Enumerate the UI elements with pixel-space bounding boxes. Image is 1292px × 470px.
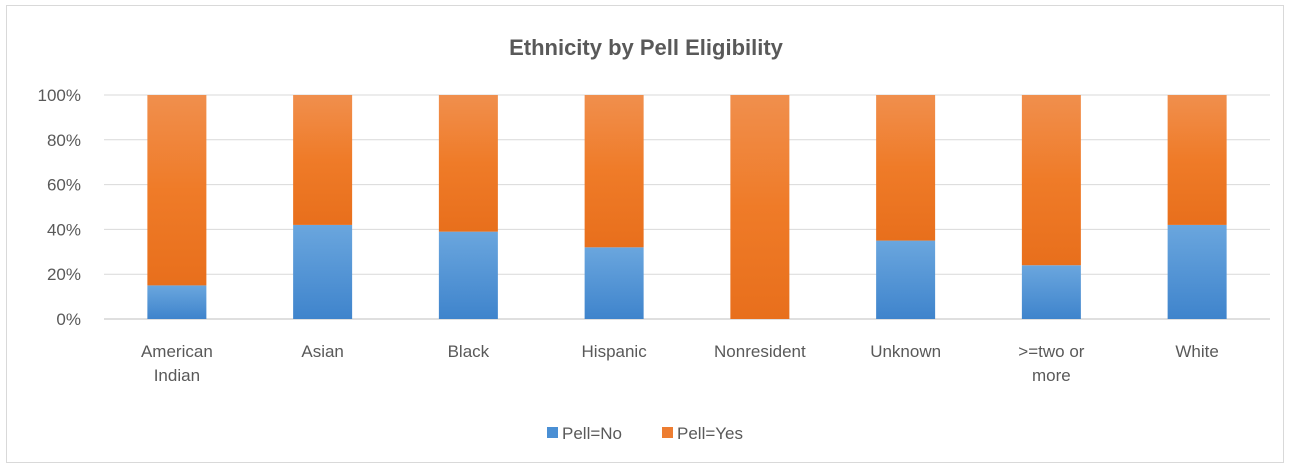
bar-pell-no bbox=[1021, 265, 1081, 319]
bar-pell-yes bbox=[438, 95, 498, 232]
legend-label: Pell=No bbox=[562, 424, 622, 443]
bar-pell-no bbox=[876, 240, 936, 319]
x-tick-label: Unknown bbox=[870, 342, 941, 361]
x-tick-label: Nonresident bbox=[714, 342, 806, 361]
bar-pell-yes bbox=[147, 95, 207, 286]
x-tick-label: more bbox=[1032, 366, 1071, 385]
x-tick-label: Indian bbox=[154, 366, 200, 385]
x-tick-label: Black bbox=[448, 342, 490, 361]
bar-pell-yes bbox=[293, 95, 353, 225]
bar-pell-no bbox=[584, 247, 644, 319]
y-tick-label: 100% bbox=[38, 86, 81, 105]
bars bbox=[147, 95, 1227, 319]
gridlines bbox=[104, 94, 1270, 320]
x-tick-label: Asian bbox=[301, 342, 344, 361]
chart-title: Ethnicity by Pell Eligibility bbox=[509, 35, 784, 60]
y-tick-label: 20% bbox=[47, 265, 81, 284]
bar-pell-yes bbox=[1167, 95, 1227, 225]
y-tick-label: 40% bbox=[47, 220, 81, 239]
y-tick-label: 80% bbox=[47, 131, 81, 150]
legend-swatch bbox=[547, 427, 558, 438]
y-tick-label: 60% bbox=[47, 176, 81, 195]
x-tick-label: White bbox=[1175, 342, 1218, 361]
bar-pell-yes bbox=[730, 95, 790, 319]
y-axis-ticks: 0% 20% 40% 60% 80% 100% bbox=[38, 86, 81, 329]
bar-pell-yes bbox=[584, 95, 644, 248]
bar-pell-no bbox=[293, 224, 353, 319]
bar-pell-yes bbox=[1021, 95, 1081, 266]
bar-pell-no bbox=[438, 231, 498, 319]
x-axis-labels: American Indian Asian Black Hispanic Nonresid… bbox=[141, 342, 1219, 385]
legend-swatch bbox=[662, 427, 673, 438]
bar-pell-yes bbox=[876, 95, 936, 241]
legend-label: Pell=Yes bbox=[677, 424, 743, 443]
stacked-bar-chart: Ethnicity by Pell Eligibility 0% 20% 40% 60… bbox=[38, 35, 1270, 443]
x-tick-label: >=two or bbox=[1018, 342, 1084, 361]
bar-pell-no bbox=[1167, 224, 1227, 319]
bar-pell-no bbox=[147, 285, 207, 319]
y-tick-label: 0% bbox=[56, 310, 81, 329]
chart-frame: Ethnicity by Pell Eligibility 0% 20% 40% 60… bbox=[6, 5, 1284, 463]
x-tick-label: Hispanic bbox=[582, 342, 648, 361]
x-tick-label: American bbox=[141, 342, 213, 361]
legend: Pell=No Pell=Yes bbox=[547, 424, 743, 443]
